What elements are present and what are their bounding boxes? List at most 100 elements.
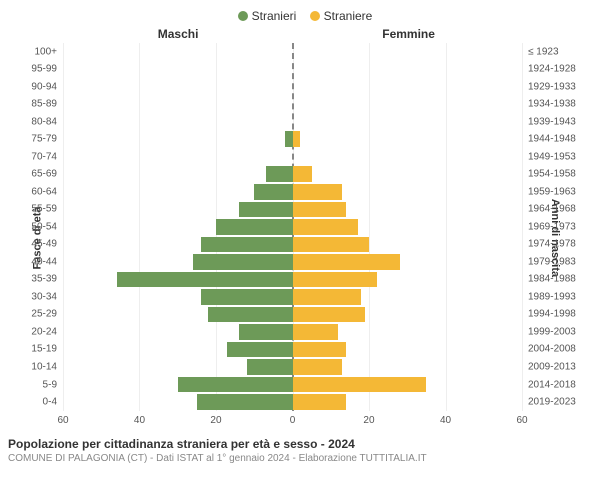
bar-male [239, 202, 293, 218]
bar-male [117, 272, 293, 288]
bar-male [266, 166, 293, 182]
pyramid-row: 55-591964-1968 [63, 201, 522, 219]
birth-year-label: 2019-2023 [528, 397, 576, 408]
bar-male [254, 184, 292, 200]
bar-pair [63, 114, 522, 130]
x-tick: 20 [363, 415, 374, 426]
bar-pair [63, 79, 522, 95]
bar-pair [63, 237, 522, 253]
bar-male [178, 377, 293, 393]
bar-female [293, 131, 301, 147]
birth-year-label: 1924-1928 [528, 64, 576, 75]
bar-male [193, 254, 292, 270]
pyramid-row: 65-691954-1958 [63, 165, 522, 183]
bar-male [197, 394, 293, 410]
legend-swatch-male [238, 11, 248, 21]
bar-pair [63, 272, 522, 288]
bar-female [293, 394, 347, 410]
x-tick: 40 [134, 415, 145, 426]
age-label: 15-19 [31, 344, 57, 355]
age-label: 90-94 [31, 81, 57, 92]
chart-title: Popolazione per cittadinanza straniera p… [8, 437, 592, 451]
x-tick: 60 [57, 415, 68, 426]
x-axis: 6040200204060 [63, 413, 522, 433]
bar-female [293, 289, 362, 305]
age-label: 50-54 [31, 221, 57, 232]
pyramid-row: 10-142009-2013 [63, 358, 522, 376]
age-label: 80-84 [31, 116, 57, 127]
bar-pair [63, 289, 522, 305]
bar-pair [63, 149, 522, 165]
legend-swatch-female [310, 11, 320, 21]
birth-year-label: ≤ 1923 [528, 46, 559, 57]
bar-pair [63, 131, 522, 147]
age-label: 60-64 [31, 186, 57, 197]
pyramid-row: 45-491974-1978 [63, 236, 522, 254]
pyramid-row: 85-891934-1938 [63, 95, 522, 113]
bar-pair [63, 166, 522, 182]
bar-female [293, 272, 377, 288]
age-label: 65-69 [31, 169, 57, 180]
age-label: 30-34 [31, 291, 57, 302]
x-tick: 20 [210, 415, 221, 426]
bar-male [247, 359, 293, 375]
age-label: 5-9 [43, 379, 57, 390]
birth-year-label: 1969-1973 [528, 221, 576, 232]
bar-female [293, 342, 347, 358]
bar-male [201, 237, 293, 253]
bar-female [293, 184, 343, 200]
bar-pair [63, 324, 522, 340]
bar-male [239, 324, 293, 340]
bar-female [293, 237, 369, 253]
birth-year-label: 1974-1978 [528, 239, 576, 250]
birth-year-label: 1959-1963 [528, 186, 576, 197]
birth-year-label: 1964-1968 [528, 204, 576, 215]
pyramid-row: 0-42019-2023 [63, 393, 522, 411]
pyramid-row: 5-92014-2018 [63, 376, 522, 394]
pyramid-row: 30-341989-1993 [63, 288, 522, 306]
birth-year-label: 1989-1993 [528, 291, 576, 302]
birth-year-label: 1929-1933 [528, 81, 576, 92]
bar-male [216, 219, 292, 235]
bar-pair [63, 202, 522, 218]
bar-male [208, 307, 292, 323]
pyramid-row: 95-991924-1928 [63, 60, 522, 78]
age-label: 10-14 [31, 362, 57, 373]
x-tick: 0 [290, 415, 296, 426]
bar-pair [63, 377, 522, 393]
bar-pair [63, 359, 522, 375]
birth-year-label: 1984-1988 [528, 274, 576, 285]
x-tick: 40 [440, 415, 451, 426]
birth-year-label: 1944-1948 [528, 134, 576, 145]
legend-label-female: Straniere [324, 9, 373, 23]
bar-female [293, 377, 427, 393]
birth-year-label: 1934-1938 [528, 99, 576, 110]
bar-pair [63, 44, 522, 60]
pyramid-row: 20-241999-2003 [63, 323, 522, 341]
chart-container: Stranieri Straniere Maschi Femmine Fasce… [0, 0, 600, 500]
age-label: 40-44 [31, 256, 57, 267]
bar-pair [63, 219, 522, 235]
pyramid-row: 35-391984-1988 [63, 271, 522, 289]
pyramid-row: 75-791944-1948 [63, 130, 522, 148]
birth-year-label: 1949-1953 [528, 151, 576, 162]
legend: Stranieri Straniere [8, 8, 592, 23]
age-label: 95-99 [31, 64, 57, 75]
bar-female [293, 359, 343, 375]
birth-year-label: 2004-2008 [528, 344, 576, 355]
age-label: 0-4 [43, 397, 57, 408]
bar-male [201, 289, 293, 305]
bar-pair [63, 184, 522, 200]
pyramid-row: 100+≤ 1923 [63, 43, 522, 61]
chart-subtitle: COMUNE DI PALAGONIA (CT) - Dati ISTAT al… [8, 453, 592, 464]
bar-male [227, 342, 292, 358]
age-label: 85-89 [31, 99, 57, 110]
bar-pair [63, 342, 522, 358]
age-label: 70-74 [31, 151, 57, 162]
chart-area: Fasce di età Anni di nascita 100+≤ 19239… [8, 43, 592, 433]
plot-region: 100+≤ 192395-991924-192890-941929-193385… [63, 43, 522, 411]
legend-label-male: Stranieri [252, 9, 297, 23]
birth-year-label: 1939-1943 [528, 116, 576, 127]
age-label: 45-49 [31, 239, 57, 250]
pyramid-row: 70-741949-1953 [63, 148, 522, 166]
